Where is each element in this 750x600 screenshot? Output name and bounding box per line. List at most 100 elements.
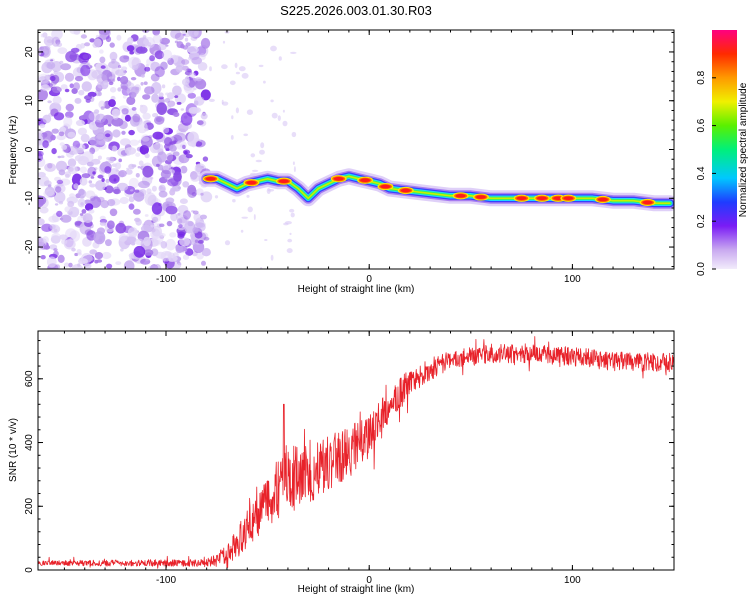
noise-blob xyxy=(191,192,197,197)
noise-blob xyxy=(74,155,84,162)
noise-blob xyxy=(191,56,203,65)
hotspot-core xyxy=(360,178,371,183)
noise-blob xyxy=(282,109,285,113)
noise-blob xyxy=(38,150,44,157)
noise-blob xyxy=(158,96,164,100)
noise-blob xyxy=(49,75,56,82)
noise-blob xyxy=(95,113,106,123)
x-tick-label: 0 xyxy=(366,575,372,586)
spectrogram-x-ticks: -100 0 100 xyxy=(63,30,675,285)
noise-blob xyxy=(120,248,124,252)
noise-blob xyxy=(141,136,150,142)
noise-blob xyxy=(165,205,178,215)
noise-blob xyxy=(177,212,181,216)
noise-blob xyxy=(84,199,92,205)
hotspot-core xyxy=(455,194,466,198)
noise-blob xyxy=(144,128,149,132)
snr-y-axis-label: SNR (10 * v/v) xyxy=(8,418,19,482)
noise-blob xyxy=(88,256,94,261)
noise-blob xyxy=(172,151,180,157)
noise-blob xyxy=(77,198,86,208)
noise-blob xyxy=(182,181,190,188)
noise-blob xyxy=(73,183,79,190)
noise-blob xyxy=(181,59,190,65)
noise-blob xyxy=(67,200,75,208)
noise-blob xyxy=(290,212,295,218)
snr-y-ticks: 0 200 400 600 xyxy=(24,340,674,573)
noise-blob xyxy=(107,145,114,150)
noise-blob xyxy=(143,236,151,247)
noise-blob xyxy=(74,97,82,104)
noise-blob xyxy=(130,94,135,99)
noise-blob xyxy=(188,106,200,114)
noise-blob xyxy=(287,238,293,243)
noise-blob xyxy=(183,210,191,220)
noise-blob xyxy=(158,190,168,198)
noise-blob xyxy=(81,81,93,92)
noise-blob xyxy=(156,102,167,115)
noise-blob xyxy=(104,182,109,186)
noise-blob xyxy=(67,158,77,167)
noise-blob xyxy=(47,184,52,188)
noise-blob xyxy=(133,208,141,215)
noise-blob xyxy=(182,78,190,85)
noise-blob xyxy=(49,244,58,250)
noise-blob xyxy=(117,76,121,82)
noise-blob xyxy=(46,39,53,44)
noise-blob xyxy=(174,40,179,44)
noise-blob xyxy=(64,88,70,93)
spectrogram-ridge-layer xyxy=(198,168,674,212)
noise-blob xyxy=(107,220,115,229)
noise-blob xyxy=(98,30,111,36)
noise-blob xyxy=(119,138,131,146)
noise-blob xyxy=(115,222,127,234)
noise-blob xyxy=(193,100,199,106)
noise-blob xyxy=(55,264,60,269)
noise-blob xyxy=(78,188,85,196)
noise-blob xyxy=(119,196,129,205)
noise-blob xyxy=(118,170,127,178)
noise-blob xyxy=(162,163,170,172)
noise-blob xyxy=(89,249,98,255)
noise-blob xyxy=(99,49,104,54)
noise-blob xyxy=(149,55,156,62)
noise-blob xyxy=(169,144,177,152)
y-tick-label: -20 xyxy=(24,239,35,254)
noise-blob xyxy=(101,178,105,182)
noise-blob xyxy=(84,42,91,47)
noise-blob xyxy=(146,188,152,194)
noise-blob xyxy=(42,130,54,143)
noise-blob xyxy=(246,109,253,115)
noise-blob xyxy=(187,69,192,73)
noise-blob xyxy=(95,121,105,128)
noise-blob xyxy=(138,160,144,166)
x-tick-label: -100 xyxy=(156,274,176,285)
noise-blob xyxy=(151,93,160,103)
noise-blob xyxy=(105,178,110,183)
noise-blob xyxy=(38,237,45,248)
noise-blob xyxy=(100,106,105,110)
noise-blob xyxy=(167,100,176,107)
noise-blob xyxy=(128,163,135,170)
colorbar: 0.0 0.2 0.4 0.6 0.8 Normalized spectral ampl… xyxy=(696,30,749,276)
noise-blob xyxy=(176,218,183,225)
noise-blob xyxy=(196,120,204,126)
noise-blob xyxy=(74,75,84,82)
noise-blob xyxy=(56,179,64,185)
noise-blob xyxy=(267,189,275,192)
noise-blob xyxy=(118,65,122,69)
noise-blob xyxy=(116,34,122,41)
noise-blob xyxy=(166,203,170,208)
noise-blob xyxy=(60,155,65,158)
noise-blob xyxy=(69,193,76,198)
noise-blob xyxy=(105,239,112,247)
noise-blob xyxy=(157,151,167,163)
noise-blob xyxy=(151,185,157,192)
noise-blob xyxy=(42,114,52,124)
noise-blob xyxy=(264,239,268,241)
noise-blob xyxy=(130,189,134,192)
noise-blob xyxy=(118,158,122,163)
noise-blob xyxy=(174,32,184,41)
noise-blob xyxy=(128,203,135,210)
noise-blob xyxy=(56,210,63,217)
